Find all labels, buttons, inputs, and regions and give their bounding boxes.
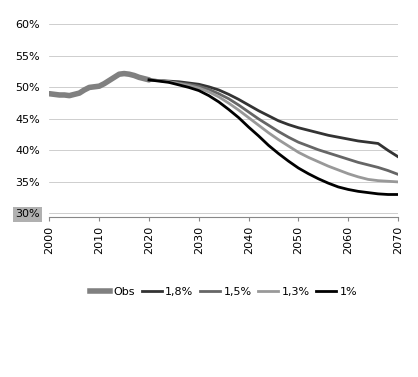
Legend: Obs, 1,8%, 1,5%, 1,3%, 1%: Obs, 1,8%, 1,5%, 1,3%, 1% bbox=[86, 282, 362, 302]
